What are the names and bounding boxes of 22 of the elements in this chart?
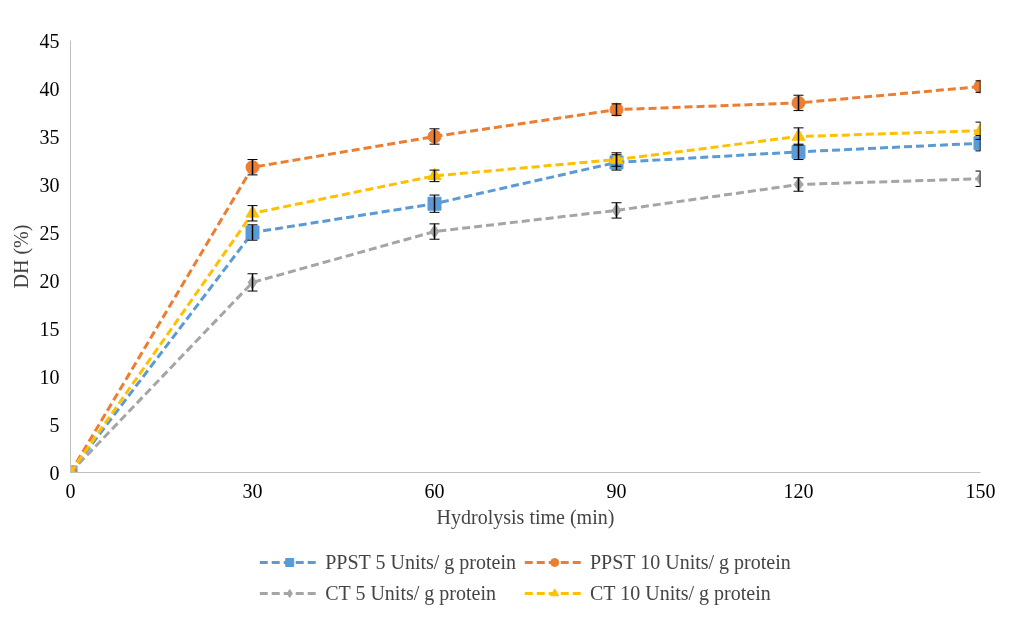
x-tick-label: 60 — [424, 479, 445, 502]
legend-label: CT 5 Units/ g protein — [325, 581, 496, 605]
legend-label: CT 10 Units/ g protein — [590, 581, 771, 605]
y-tick-label: 30 — [39, 173, 60, 196]
x-tick-label: 90 — [606, 479, 627, 502]
y-tick-label: 40 — [39, 77, 60, 100]
legend-label: PPST 10 Units/ g protein — [590, 550, 791, 574]
y-tick-label: 35 — [39, 125, 60, 148]
y-tick-label: 25 — [39, 221, 60, 244]
y-tick-label: 15 — [39, 317, 60, 340]
y-tick-label: 45 — [39, 29, 60, 52]
x-tick-label: 120 — [783, 479, 814, 502]
x-tick-label: 30 — [242, 479, 263, 502]
y-tick-label: 5 — [49, 413, 60, 436]
x-tick-label: 150 — [965, 479, 996, 502]
y-tick-label: 20 — [39, 269, 60, 292]
y-tick-label: 0 — [49, 461, 60, 484]
legend-label: PPST 5 Units/ g protein — [325, 550, 516, 574]
x-axis-title: Hydrolysis time (min) — [436, 505, 615, 529]
y-tick-label: 10 — [39, 365, 60, 388]
x-tick-label: 0 — [65, 479, 76, 502]
y-axis-title: DH (%) — [9, 224, 33, 289]
